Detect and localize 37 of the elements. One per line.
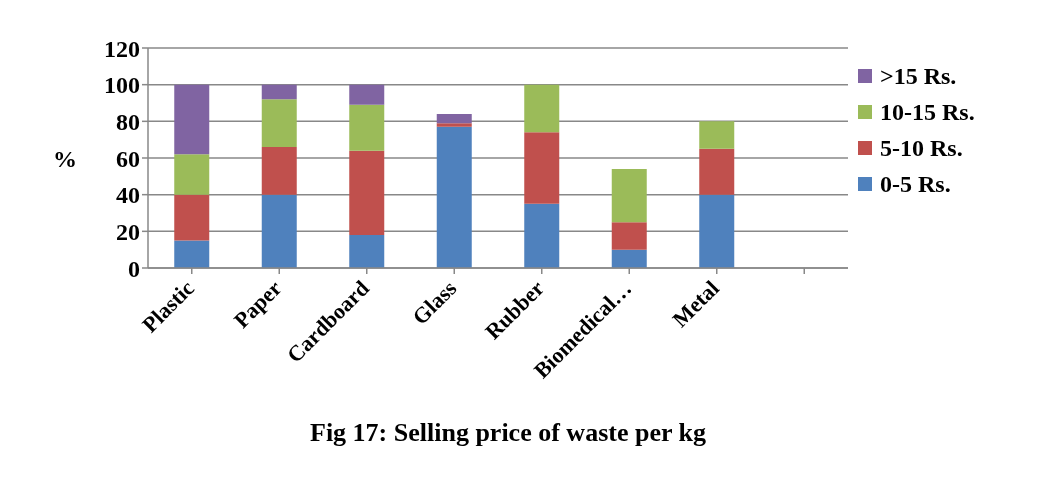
bar xyxy=(436,123,472,127)
bar xyxy=(699,148,735,195)
text: Fig 17: Selling price of waste per kg xyxy=(309,418,707,448)
y-tick-label: 80 xyxy=(116,108,140,135)
y-tick-label: 100 xyxy=(104,72,140,99)
bar xyxy=(699,121,735,149)
bar xyxy=(524,84,560,133)
bar xyxy=(261,147,297,195)
bar xyxy=(174,154,210,195)
bar xyxy=(261,99,297,147)
bar xyxy=(174,240,210,268)
legend-label: 0-5 Rs. xyxy=(880,170,951,198)
legend-label: >15 Rs. xyxy=(880,62,957,90)
bar xyxy=(261,84,297,100)
legend-label: 10-15 Rs. xyxy=(880,98,975,126)
bar xyxy=(261,194,297,268)
bar xyxy=(611,249,647,268)
bar xyxy=(611,169,647,223)
bar xyxy=(436,126,472,268)
bar xyxy=(349,235,385,268)
bar xyxy=(174,194,210,241)
y-tick-label: 40 xyxy=(116,182,140,209)
bar xyxy=(349,84,385,105)
legend-label: 5-10 Rs. xyxy=(880,134,963,162)
bar xyxy=(524,203,560,268)
y-tick-label: 20 xyxy=(116,218,140,245)
bar xyxy=(436,114,472,124)
y-tick-label: 0 xyxy=(128,255,140,282)
bar xyxy=(524,132,560,204)
bar xyxy=(611,222,647,250)
y-tick-label: 120 xyxy=(104,35,140,62)
y-tick-label: 60 xyxy=(116,145,140,172)
bar xyxy=(349,104,385,151)
bar xyxy=(349,150,385,235)
bar xyxy=(174,84,210,155)
bar xyxy=(699,194,735,268)
y-axis-title: % xyxy=(53,145,77,172)
